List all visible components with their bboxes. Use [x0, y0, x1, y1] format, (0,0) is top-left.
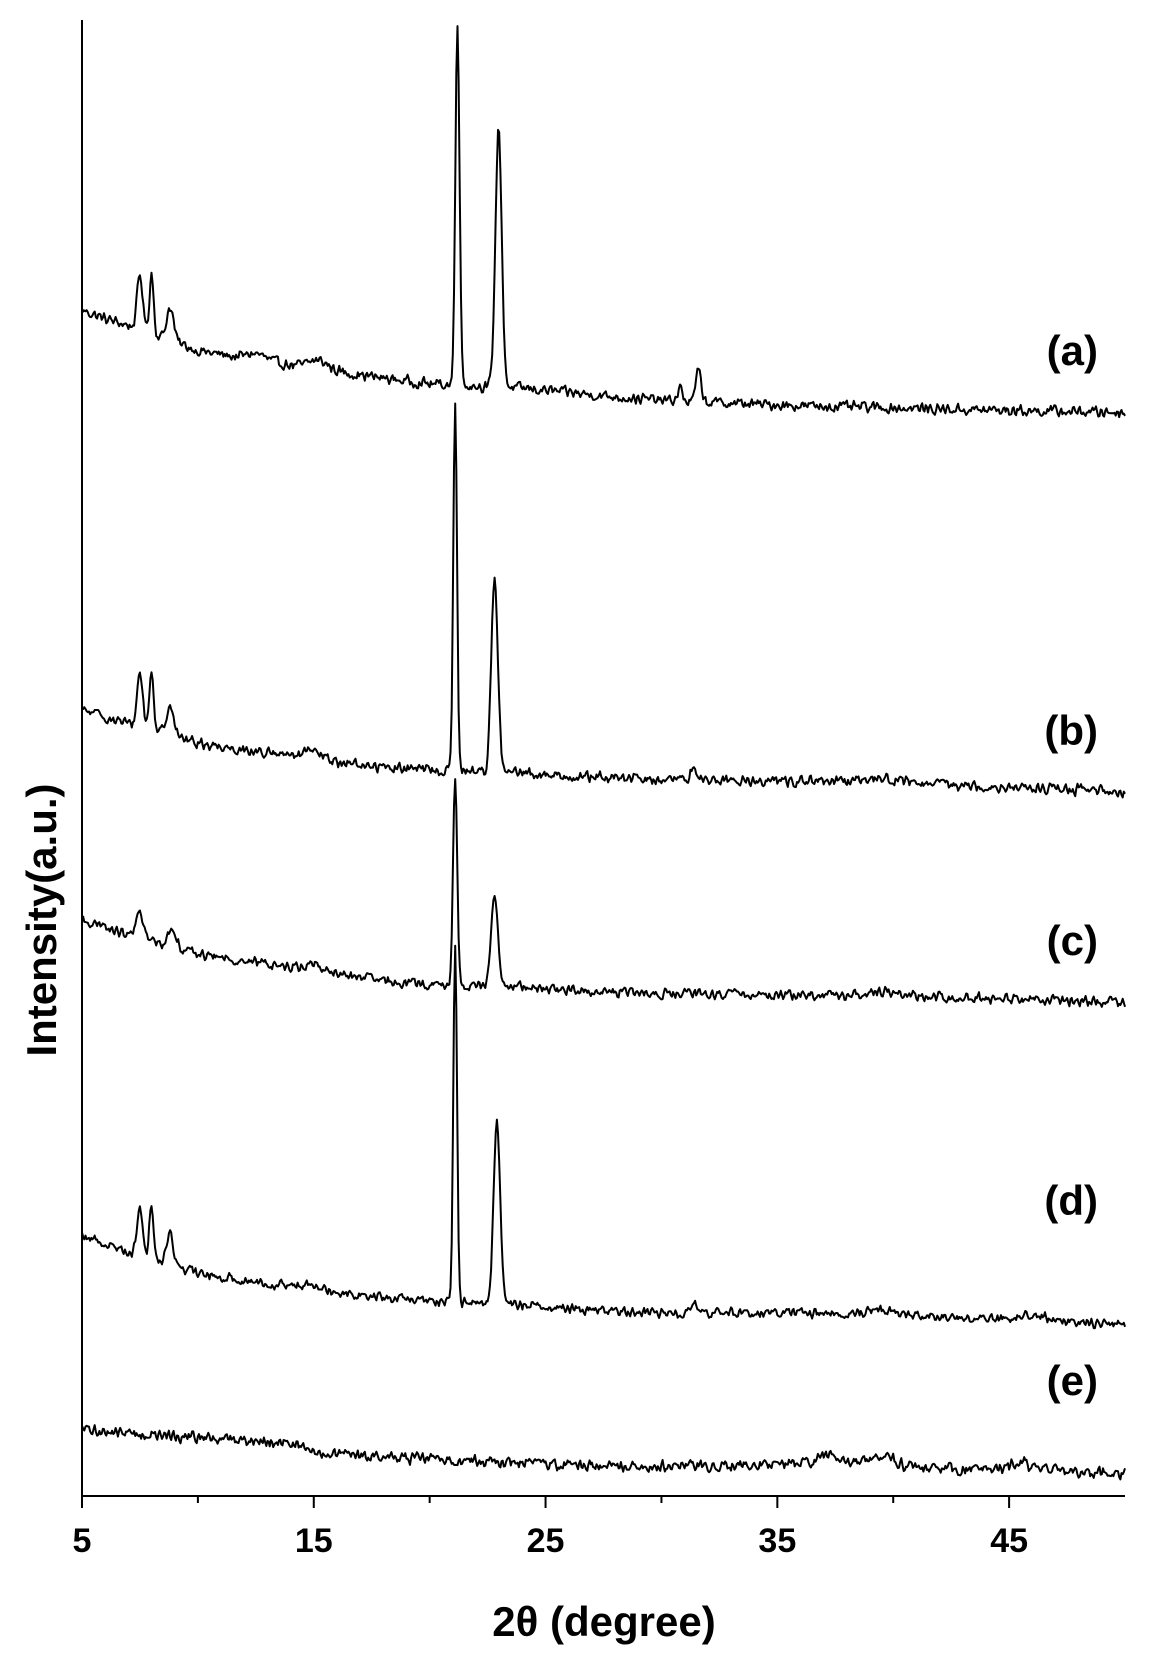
series-label-c: (c): [1047, 917, 1098, 964]
series-line-b: [81, 402, 1126, 799]
series-line-c: [81, 778, 1126, 1008]
x-tick-label: 25: [527, 1522, 565, 1560]
x-axis-title: 2θ (degree): [492, 1598, 715, 1645]
traces: [81, 25, 1126, 1481]
x-tick-label: 15: [295, 1522, 333, 1560]
series-label-a: (a): [1047, 327, 1098, 374]
series-labels: (a) (b) (c) (d) (e): [1044, 327, 1098, 1404]
series-line-d: [81, 944, 1126, 1330]
x-ticks: 5 15 25 35 45: [73, 1496, 1028, 1560]
axes: [81, 20, 1125, 1497]
x-tick-label: 45: [990, 1522, 1028, 1560]
x-tick-label: 35: [758, 1522, 796, 1560]
series-line-a: [81, 25, 1126, 419]
series-label-d: (d): [1044, 1177, 1098, 1224]
x-tick-label: 5: [73, 1522, 92, 1560]
y-axis-title: Intensity(a.u.): [18, 783, 65, 1056]
series-line-e: [81, 1424, 1126, 1481]
series-label-e: (e): [1047, 1357, 1098, 1404]
series-label-b: (b): [1044, 707, 1098, 754]
